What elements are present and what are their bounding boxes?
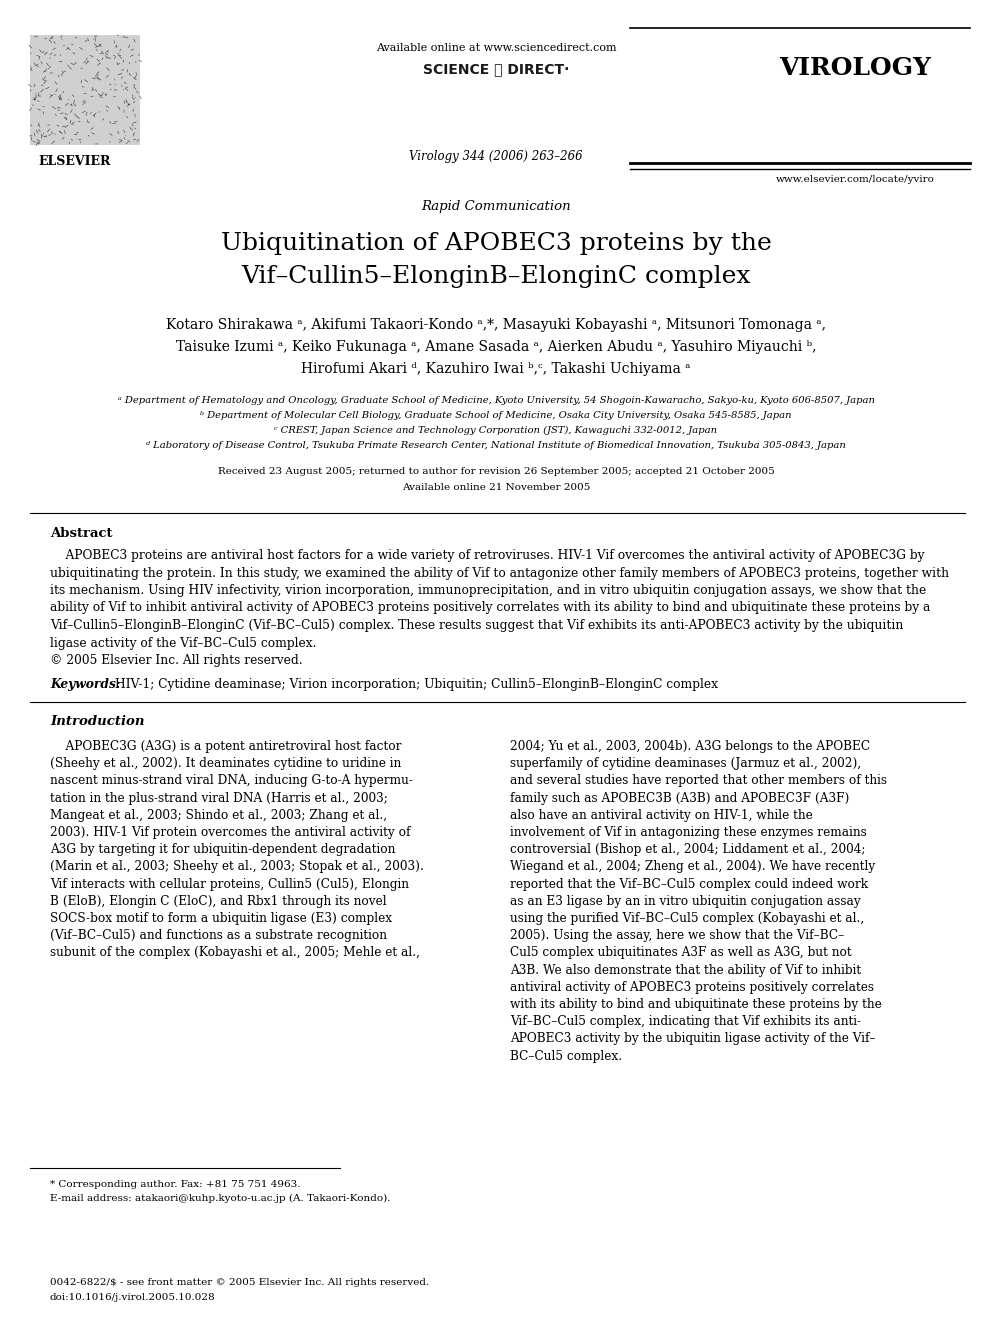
Text: VIROLOGY: VIROLOGY [779,56,930,79]
Text: Available online 21 November 2005: Available online 21 November 2005 [402,483,590,492]
Text: Vif–Cullin5–ElonginB–ElonginC complex: Vif–Cullin5–ElonginB–ElonginC complex [241,265,751,288]
Text: Ubiquitination of APOBEC3 proteins by the: Ubiquitination of APOBEC3 proteins by th… [220,232,772,255]
Text: ᵇ Department of Molecular Cell Biology, Graduate School of Medicine, Osaka City : ᵇ Department of Molecular Cell Biology, … [200,411,792,419]
Text: 0042-6822/$ - see front matter © 2005 Elsevier Inc. All rights reserved.: 0042-6822/$ - see front matter © 2005 El… [50,1278,430,1287]
Text: Available online at www.sciencedirect.com: Available online at www.sciencedirect.co… [376,44,616,53]
Text: Abstract: Abstract [50,527,112,540]
Text: ᵈ Laboratory of Disease Control, Tsukuba Primate Research Center, National Insti: ᵈ Laboratory of Disease Control, Tsukuba… [146,441,846,450]
Text: HIV-1; Cytidine deaminase; Virion incorporation; Ubiquitin; Cullin5–ElonginB–Elo: HIV-1; Cytidine deaminase; Virion incorp… [115,677,718,691]
Text: Hirofumi Akari ᵈ, Kazuhiro Iwai ᵇ,ᶜ, Takashi Uchiyama ᵃ: Hirofumi Akari ᵈ, Kazuhiro Iwai ᵇ,ᶜ, Tak… [302,363,690,376]
Text: E-mail address: atakaori@kuhp.kyoto-u.ac.jp (A. Takaori-Kondo).: E-mail address: atakaori@kuhp.kyoto-u.ac… [50,1193,391,1203]
Text: Keywords:: Keywords: [50,677,125,691]
Text: Taisuke Izumi ᵃ, Keiko Fukunaga ᵃ, Amane Sasada ᵃ, Aierken Abudu ᵃ, Yasuhiro Miy: Taisuke Izumi ᵃ, Keiko Fukunaga ᵃ, Amane… [176,340,816,355]
Text: Virology 344 (2006) 263–266: Virology 344 (2006) 263–266 [409,149,583,163]
Text: Rapid Communication: Rapid Communication [422,200,570,213]
Text: Introduction: Introduction [50,714,145,728]
Text: doi:10.1016/j.virol.2005.10.028: doi:10.1016/j.virol.2005.10.028 [50,1293,215,1302]
Text: www.elsevier.com/locate/yviro: www.elsevier.com/locate/yviro [776,175,934,184]
Text: * Corresponding author. Fax: +81 75 751 4963.: * Corresponding author. Fax: +81 75 751 … [50,1180,301,1189]
Text: APOBEC3G (A3G) is a potent antiretroviral host factor
(Sheehy et al., 2002). It : APOBEC3G (A3G) is a potent antiretrovira… [50,740,424,959]
Text: Kotaro Shirakawa ᵃ, Akifumi Takaori-Kondo ᵃ,*, Masayuki Kobayashi ᵃ, Mitsunori T: Kotaro Shirakawa ᵃ, Akifumi Takaori-Kond… [166,318,826,332]
Text: ELSEVIER: ELSEVIER [39,155,111,168]
Text: Received 23 August 2005; returned to author for revision 26 September 2005; acce: Received 23 August 2005; returned to aut… [217,467,775,476]
Text: APOBEC3 proteins are antiviral host factors for a wide variety of retroviruses. : APOBEC3 proteins are antiviral host fact… [50,549,949,667]
Text: ᵃ Department of Hematology and Oncology, Graduate School of Medicine, Kyoto Univ: ᵃ Department of Hematology and Oncology,… [117,396,875,405]
Text: ᶜ CREST, Japan Science and Technology Corporation (JST), Kawaguchi 332-0012, Jap: ᶜ CREST, Japan Science and Technology Co… [275,426,717,435]
Text: SCIENCE ⓐ DIRECT·: SCIENCE ⓐ DIRECT· [423,62,569,75]
Bar [30,34,140,146]
Text: 2004; Yu et al., 2003, 2004b). A3G belongs to the APOBEC
superfamily of cytidine: 2004; Yu et al., 2003, 2004b). A3G belon… [510,740,887,1062]
